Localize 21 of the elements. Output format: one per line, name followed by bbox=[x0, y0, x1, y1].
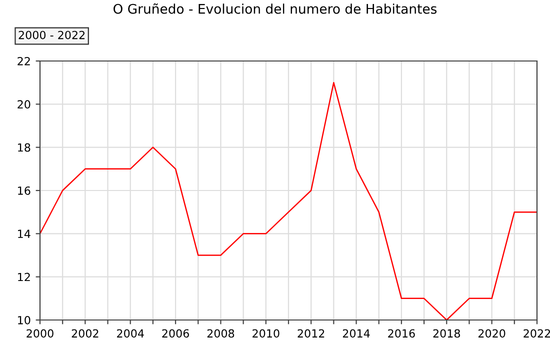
x-tick-label: 2016 bbox=[388, 329, 415, 338]
y-tick-label: 18 bbox=[18, 143, 30, 152]
x-tick-label: 2006 bbox=[162, 329, 189, 338]
x-tick-label: 2008 bbox=[207, 329, 234, 338]
x-tick-label: 2000 bbox=[26, 329, 54, 338]
x-tick-label: 2010 bbox=[252, 329, 280, 338]
y-tick-label: 22 bbox=[18, 56, 30, 66]
y-tick-label: 20 bbox=[18, 100, 30, 109]
x-tick-label: 2002 bbox=[72, 329, 98, 338]
chart-subtitle: 2000 - 2022 bbox=[18, 30, 85, 40]
x-tick-label: 2012 bbox=[298, 329, 324, 338]
x-tick-label: 2022 bbox=[524, 329, 550, 338]
y-tick-label: 12 bbox=[18, 272, 30, 282]
y-tick-label: 14 bbox=[18, 230, 30, 238]
x-tick-label: 2020 bbox=[478, 329, 506, 338]
y-tick-label: 16 bbox=[18, 186, 30, 195]
x-tick-label: 2004 bbox=[117, 329, 144, 338]
chart-title: O Gruñedo - Evolucion del numero de Habitantes bbox=[114, 3, 437, 14]
x-tick-label: 2014 bbox=[342, 329, 370, 338]
y-tick-label: 10 bbox=[18, 316, 30, 324]
x-tick-label: 2018 bbox=[433, 329, 460, 338]
